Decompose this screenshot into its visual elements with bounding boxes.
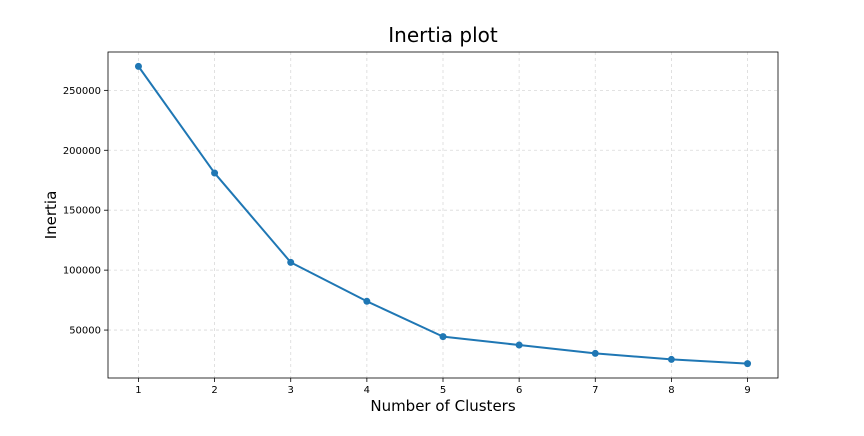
x-tick-label: 5 [440, 385, 446, 396]
data-point [744, 360, 752, 368]
x-tick-label: 9 [744, 385, 750, 396]
x-tick-label: 2 [211, 385, 217, 396]
x-tick-label: 8 [668, 385, 674, 396]
x-tick-label: 6 [516, 385, 522, 396]
y-axis-title: Inertia [42, 191, 60, 240]
y-tick-label: 200000 [63, 146, 101, 157]
data-point [591, 349, 599, 357]
x-axis-title: Number of Clusters [370, 397, 515, 415]
data-point [211, 169, 219, 177]
series-layer [134, 62, 752, 368]
data-point [515, 341, 523, 349]
grid [108, 52, 778, 378]
y-tick-label: 150000 [63, 206, 101, 217]
y-tick-label: 250000 [63, 86, 101, 97]
x-tick-label: 4 [364, 385, 370, 396]
y-axis: 50000 100000 150000 200000 250000 [63, 86, 108, 337]
x-axis: 1 2 3 4 5 6 7 8 9 [135, 378, 751, 396]
data-point [363, 297, 371, 305]
x-tick-label: 3 [288, 385, 294, 396]
data-point [287, 258, 295, 266]
data-point [439, 333, 447, 341]
chart-title: Inertia plot [388, 23, 498, 47]
x-tick-label: 7 [592, 385, 598, 396]
data-point [134, 62, 142, 70]
y-tick-label: 50000 [69, 326, 101, 337]
data-point [667, 355, 675, 363]
x-tick-label: 1 [135, 385, 141, 396]
y-tick-label: 100000 [63, 266, 101, 277]
